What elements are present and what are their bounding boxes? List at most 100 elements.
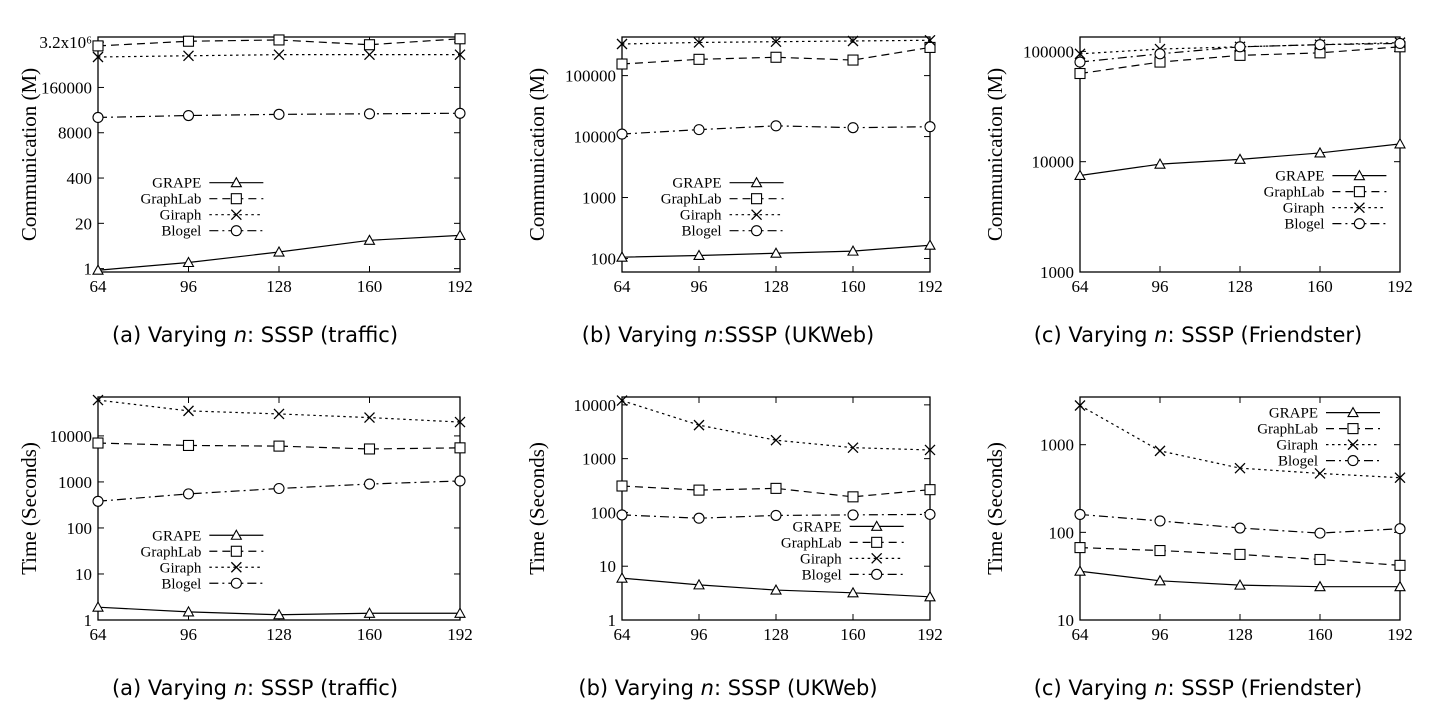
data-point xyxy=(1314,553,1326,566)
data-point xyxy=(454,475,466,487)
data-point xyxy=(363,478,376,490)
data-point xyxy=(924,484,936,496)
y-tick-label: 8000 xyxy=(58,124,92,143)
series-graphlab xyxy=(1074,542,1406,571)
legend-marker xyxy=(751,193,763,205)
chart-c2: 10 100 1000 64 96 128 160 192 Time (Seconds) GRAP… xyxy=(983,396,1413,644)
legend-label: Blogel xyxy=(161,224,201,240)
data-point xyxy=(454,49,466,61)
caption-post: : SSSP (UKWeb) xyxy=(713,676,878,700)
data-point xyxy=(92,51,104,63)
y-axis-label: Communication (M) xyxy=(525,68,549,241)
y-tick-label: 1 xyxy=(608,611,617,630)
data-point xyxy=(924,444,936,456)
data-point xyxy=(847,442,859,454)
y-axis-label: Time (Seconds) xyxy=(17,442,41,575)
legend-marker xyxy=(1353,202,1365,214)
legend-marker xyxy=(1353,169,1366,181)
x-tick-label: 192 xyxy=(447,625,473,644)
caption-var: n xyxy=(1154,323,1168,347)
y-tick-label: 10000 xyxy=(574,396,617,415)
data-point xyxy=(1394,580,1406,592)
data-point xyxy=(1154,515,1166,527)
series-graphlab xyxy=(92,33,466,52)
data-point xyxy=(847,586,859,598)
series-grape xyxy=(92,229,466,275)
data-point xyxy=(273,108,285,120)
data-point xyxy=(1234,153,1246,164)
series-blogel xyxy=(1074,508,1406,539)
x-tick-label: 160 xyxy=(357,625,383,644)
data-point xyxy=(1074,400,1086,411)
x-tick-label: 64 xyxy=(90,625,108,644)
data-point xyxy=(273,245,285,257)
data-point xyxy=(182,439,195,452)
data-point xyxy=(1314,467,1326,479)
data-point xyxy=(1314,527,1326,539)
series-grape xyxy=(616,239,936,262)
data-point xyxy=(1074,48,1086,60)
data-point xyxy=(454,416,466,428)
legend-marker xyxy=(871,552,883,564)
data-point xyxy=(1074,542,1086,554)
y-tick-label: 100 xyxy=(67,519,93,538)
x-tick-label: 96 xyxy=(1152,625,1169,644)
data-point xyxy=(770,583,782,595)
y-tick-label: 10 xyxy=(1057,611,1074,630)
series-line xyxy=(621,400,931,451)
data-point xyxy=(924,508,936,520)
caption-pre: (b) Varying xyxy=(578,676,701,700)
legend-label: GraphLab xyxy=(1264,185,1325,201)
data-point xyxy=(273,49,285,61)
legend-label: GraphLab xyxy=(141,192,202,208)
data-point xyxy=(182,35,195,47)
plot-frame xyxy=(621,36,931,273)
caption-post: : SSSP (traffic) xyxy=(247,676,399,700)
plot-frame xyxy=(97,396,461,621)
series-line xyxy=(1079,404,1401,479)
y-tick-label: 1000 xyxy=(1040,436,1074,455)
x-tick-label: 192 xyxy=(917,625,943,644)
legend-label: Giraph xyxy=(160,208,202,224)
data-point xyxy=(1314,39,1326,51)
caption-b2: (b) Varying n: SSSP (UKWeb) xyxy=(518,676,938,700)
data-point xyxy=(924,590,936,602)
data-point xyxy=(1154,445,1166,457)
data-point xyxy=(454,442,466,454)
data-point xyxy=(616,38,628,50)
data-point xyxy=(92,40,104,52)
x-tick-label: 64 xyxy=(614,625,632,644)
y-tick-label: 160000 xyxy=(41,78,92,97)
caption-var: n xyxy=(703,323,718,347)
caption-a2: (a) Varying n: SSSP (traffic) xyxy=(45,676,465,700)
data-point xyxy=(182,488,195,500)
series-giraph xyxy=(92,394,466,428)
legend-marker xyxy=(870,520,883,531)
y-tick-label: 1000 xyxy=(58,473,92,492)
series-line xyxy=(97,38,461,47)
chart-c1: 1000 10000 100000 64 96 128 160 192 Communicatio… xyxy=(983,36,1413,296)
y-tick-label: 100 xyxy=(1049,523,1075,542)
series-grape xyxy=(92,601,466,620)
data-point xyxy=(1394,559,1406,571)
data-point xyxy=(616,509,628,521)
data-point xyxy=(770,36,782,48)
y-tick-label: 1000 xyxy=(582,189,616,208)
y-tick-label: 100000 xyxy=(1023,42,1074,61)
legend-label: Giraph xyxy=(800,551,842,567)
legend-marker xyxy=(230,209,242,221)
data-point xyxy=(847,122,859,134)
data-point xyxy=(693,249,705,261)
chart-a1: 1 20 400 8000 160000 3.2x10⁶ 64 96 128 160 192 Comm… xyxy=(17,33,473,296)
legend-marker xyxy=(1347,455,1359,467)
x-tick-label: 128 xyxy=(763,625,789,644)
legend-marker xyxy=(1347,439,1359,451)
series-grape xyxy=(616,572,936,602)
x-tick-label: 96 xyxy=(691,625,708,644)
data-point xyxy=(924,239,936,250)
data-point xyxy=(92,394,104,406)
legend-label: GRAPE xyxy=(792,519,841,535)
legend-marker xyxy=(230,193,242,205)
